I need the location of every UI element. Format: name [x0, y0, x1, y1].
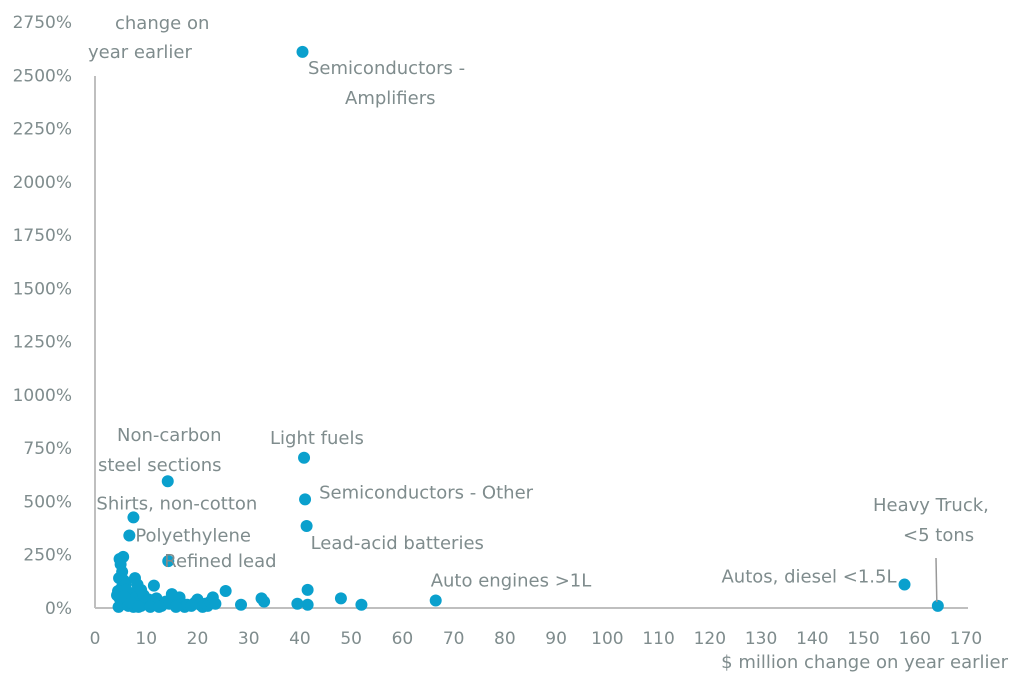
x-tick-label: 110 [642, 629, 674, 649]
data-point-labeled [931, 599, 944, 612]
data-point [169, 600, 182, 613]
data-point [219, 584, 232, 597]
point-labels: Semiconductors - Amplifiers Light fuels Non… [96, 58, 989, 602]
point-label: Semiconductors - Other [319, 482, 534, 503]
x-tick-label: 10 [135, 629, 157, 649]
data-point-labeled [898, 578, 911, 591]
x-tick-label: 50 [340, 629, 362, 649]
point-label: Semiconductors - [308, 58, 465, 79]
y-tick-label: 1250% [13, 333, 72, 353]
point-label: Autos, diesel <1.5L [721, 567, 896, 588]
x-tick-labels: 0 10 20 30 40 50 60 70 80 90 100 110 120 130 140 150 160… [90, 629, 983, 649]
point-label: Amplifiers [345, 88, 435, 109]
y-tick-label: 2250% [13, 120, 72, 140]
data-point-labeled [127, 511, 140, 524]
x-tick-label: 40 [289, 629, 311, 649]
y-tick-label: 500% [23, 492, 72, 512]
y-tick-label: 0% [45, 599, 72, 619]
data-point-labeled [300, 519, 313, 532]
x-tick-label: 20 [187, 629, 209, 649]
x-tick-label: 130 [745, 629, 777, 649]
y-tick-label: 2750% [13, 13, 72, 33]
y-tick-label: 1500% [13, 279, 72, 299]
point-label: Lead-acid batteries [311, 533, 484, 554]
data-point [334, 592, 347, 605]
data-point [301, 598, 314, 611]
x-tick-label: 30 [238, 629, 260, 649]
point-label: Shirts, non-cotton [96, 493, 257, 514]
y-axis-title-line-2: year earlier [88, 42, 192, 63]
point-label: <5 tons [903, 525, 974, 546]
y-tick-labels: 0% 250% 500% 750% 1000% 1250% 1500% 1750% 2000% 2… [13, 13, 72, 619]
data-point-labeled [298, 451, 311, 464]
data-point [291, 597, 304, 610]
x-tick-label: 70 [443, 629, 465, 649]
y-tick-label: 250% [23, 546, 72, 566]
y-tick-label: 750% [23, 439, 72, 459]
data-point [258, 595, 271, 608]
data-points [111, 45, 944, 613]
x-tick-label: 60 [392, 629, 414, 649]
y-tick-label: 1750% [13, 226, 72, 246]
point-label: Non-carbon [117, 425, 222, 446]
x-tick-label: 90 [545, 629, 567, 649]
data-point [112, 600, 125, 613]
data-point [235, 598, 248, 611]
data-point [301, 583, 314, 596]
data-point-labeled [162, 555, 175, 568]
y-tick-label: 2000% [13, 173, 72, 193]
leader-line [935, 557, 938, 602]
data-point-labeled [429, 594, 442, 607]
y-axis-title-line-1: change on [115, 13, 209, 34]
data-point-labeled [299, 493, 312, 506]
data-point [132, 600, 145, 613]
x-tick-label: 0 [90, 629, 101, 649]
data-point-labeled [296, 45, 309, 58]
y-tick-label: 1000% [13, 386, 72, 406]
x-tick-label: 160 [899, 629, 931, 649]
point-label: Heavy Truck, [873, 495, 989, 516]
x-tick-label: 140 [796, 629, 828, 649]
x-axis-title: $ million change on year earlier [721, 652, 1008, 673]
x-tick-label: 80 [494, 629, 516, 649]
data-point [153, 600, 166, 613]
data-point [144, 600, 157, 613]
data-point [209, 597, 222, 610]
data-point [355, 598, 368, 611]
x-tick-label: 120 [694, 629, 726, 649]
point-label: Light fuels [270, 428, 364, 449]
data-point [147, 579, 160, 592]
point-label: Auto engines >1L [431, 571, 592, 592]
point-label: Polyethylene [135, 526, 251, 547]
point-label: steel sections [98, 455, 222, 476]
x-tick-label: 100 [591, 629, 623, 649]
x-tick-label: 150 [847, 629, 879, 649]
x-tick-label: 170 [950, 629, 982, 649]
point-label: Refined lead [164, 551, 276, 572]
data-point-labeled [161, 475, 174, 488]
data-point [135, 583, 148, 596]
data-point-labeled [123, 529, 136, 542]
y-tick-label: 2500% [13, 66, 72, 86]
